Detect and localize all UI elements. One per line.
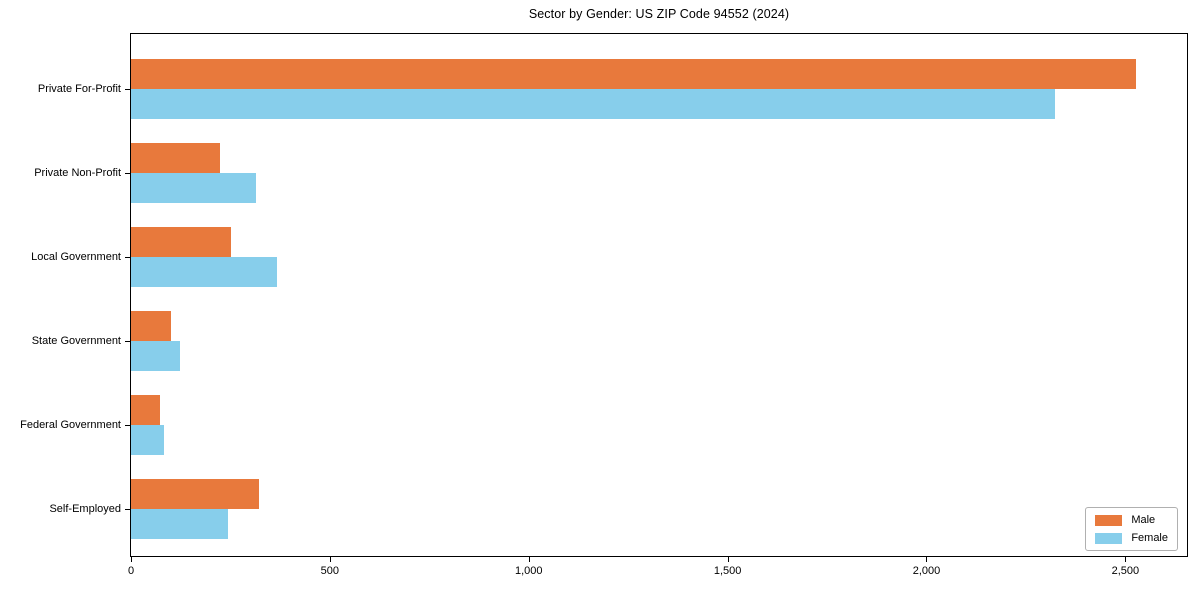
- bar-female-local-government: [131, 257, 277, 287]
- chart-title: Sector by Gender: US ZIP Code 94552 (202…: [528, 7, 790, 21]
- bar-female-state-government: [131, 341, 180, 371]
- x-tick-mark: [329, 556, 331, 562]
- y-tick-mark: [125, 341, 131, 342]
- y-tick-mark: [125, 509, 131, 510]
- x-tick-label: 1,000: [514, 565, 543, 577]
- bar-male-federal-government: [131, 395, 160, 425]
- y-tick-label: Local Government: [31, 251, 121, 263]
- x-tick-label: 0: [127, 565, 135, 577]
- x-tick-label: 500: [320, 565, 340, 577]
- x-tick-label: 1,500: [713, 565, 742, 577]
- x-tick-mark: [926, 556, 928, 562]
- x-tick-mark: [528, 556, 530, 562]
- legend-swatch-male-icon: [1095, 514, 1123, 526]
- legend: Male Female: [1085, 507, 1178, 551]
- plot-area: Male Female Private For-Profit Private No…: [20, 33, 1188, 577]
- legend-label-female: Female: [1131, 532, 1168, 544]
- y-tick-label: State Government: [31, 335, 121, 347]
- y-tick-mark: [125, 89, 131, 90]
- y-tick-mark: [125, 173, 131, 174]
- bar-female-self-employed: [131, 509, 228, 539]
- legend-label-male: Male: [1131, 514, 1156, 526]
- legend-swatch-female-icon: [1095, 532, 1123, 544]
- legend-entry-female: Female: [1095, 532, 1168, 544]
- bar-male-private-for-profit: [131, 59, 1136, 89]
- y-tick-label: Self-Employed: [49, 503, 121, 515]
- y-tick-mark: [125, 257, 131, 258]
- y-tick-label: Federal Government: [20, 419, 121, 431]
- bar-male-private-non-profit: [131, 143, 220, 173]
- legend-entry-male: Male: [1095, 514, 1168, 526]
- x-tick-mark: [727, 556, 729, 562]
- bar-female-private-for-profit: [131, 89, 1055, 119]
- x-tick-label: 2,500: [1111, 565, 1140, 577]
- x-tick-mark: [131, 556, 132, 562]
- x-tick-mark: [1125, 556, 1127, 562]
- bar-male-self-employed: [131, 479, 259, 509]
- y-tick-label: Private For-Profit: [37, 83, 121, 95]
- bar-female-private-non-profit: [131, 173, 256, 203]
- x-tick-label: 2,000: [912, 565, 941, 577]
- bar-female-federal-government: [131, 425, 164, 455]
- bar-male-local-government: [131, 227, 231, 257]
- y-tick-mark: [125, 425, 131, 426]
- y-tick-label: Private Non-Profit: [34, 167, 121, 179]
- bar-male-state-government: [131, 311, 171, 341]
